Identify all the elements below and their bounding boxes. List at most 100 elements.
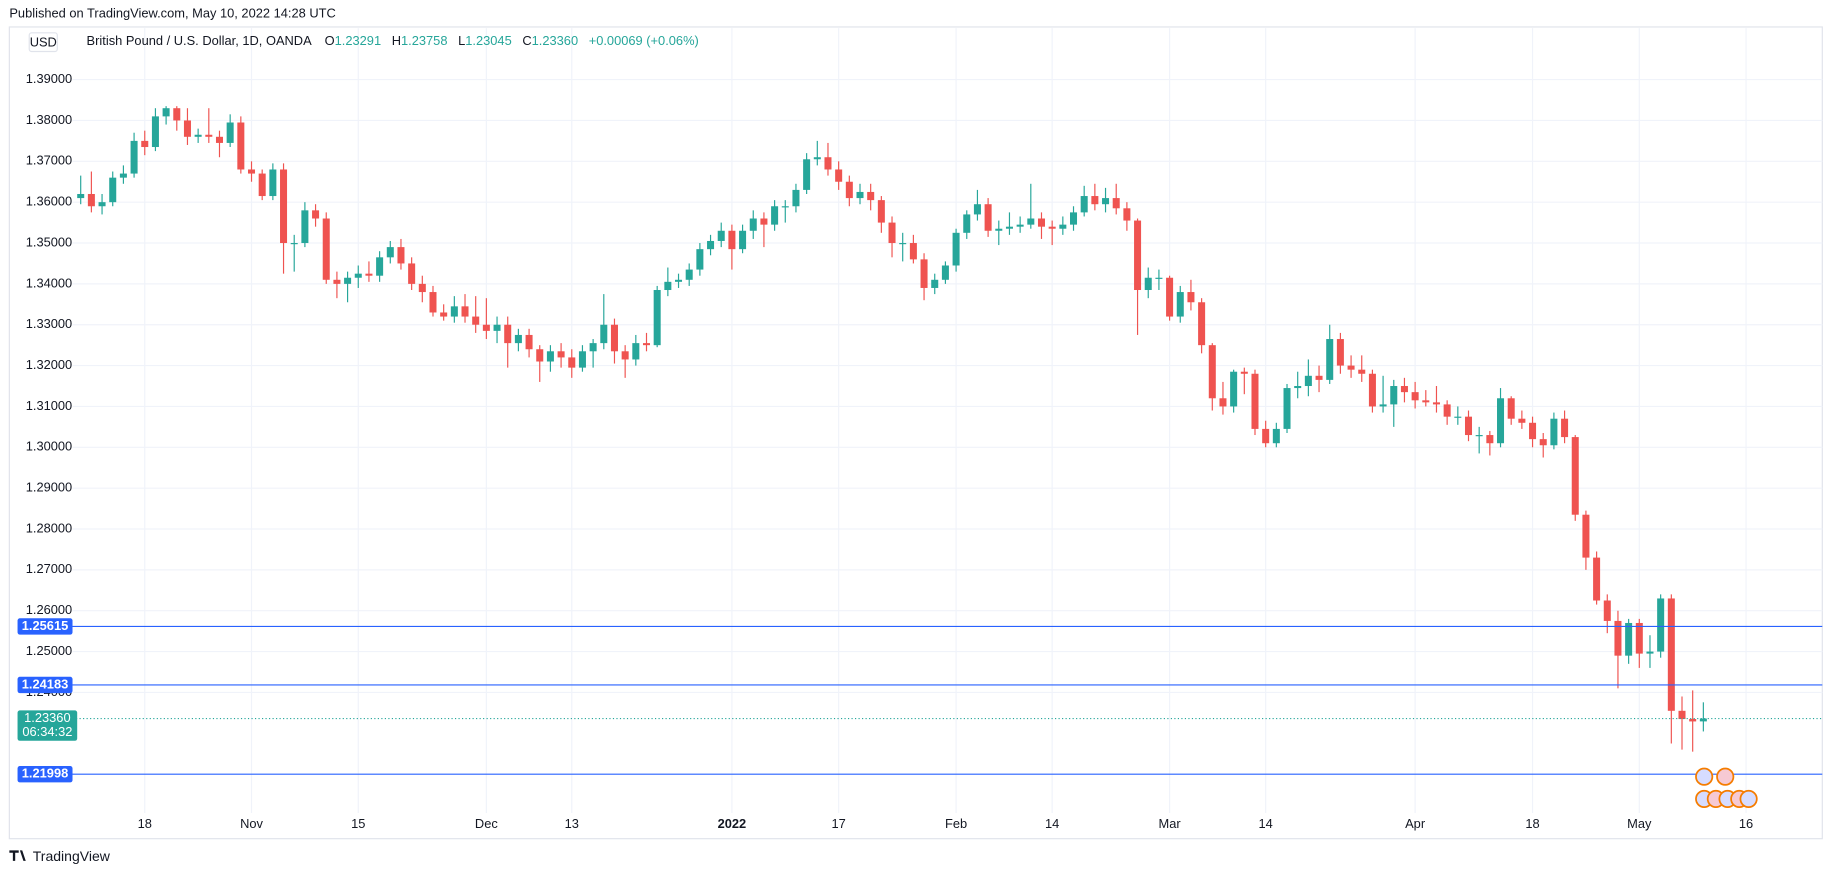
x-tick-label: Dec bbox=[475, 816, 498, 831]
candle-body bbox=[1347, 365, 1355, 370]
level-label: 1.24183 bbox=[22, 676, 68, 691]
last-price-box bbox=[17, 710, 78, 741]
candle-body bbox=[493, 324, 501, 331]
candle-body bbox=[1208, 345, 1216, 399]
candle-body bbox=[653, 290, 661, 346]
candle-body bbox=[1400, 386, 1408, 393]
flag-icon[interactable] bbox=[1716, 767, 1735, 786]
y-tick-label: 1.25000 bbox=[26, 643, 72, 658]
y-tick-label: 1.35000 bbox=[26, 234, 72, 249]
candle-body bbox=[888, 222, 896, 244]
candle-body bbox=[1027, 218, 1035, 225]
candle-body bbox=[728, 230, 736, 250]
candle-body bbox=[813, 157, 821, 160]
candle-body bbox=[1176, 292, 1184, 317]
legend-low: 1.23045 bbox=[465, 34, 511, 49]
candle-body bbox=[280, 169, 288, 244]
candle-body bbox=[909, 243, 917, 260]
candle-body bbox=[119, 173, 127, 178]
legend-key: H bbox=[392, 34, 401, 49]
candle-body bbox=[194, 134, 202, 137]
candle-body bbox=[1187, 292, 1195, 303]
candle-body bbox=[899, 243, 907, 245]
candle-body bbox=[685, 269, 693, 280]
candle-body bbox=[781, 206, 789, 208]
candle-body bbox=[183, 120, 191, 137]
y-tick-label: 1.38000 bbox=[26, 112, 72, 127]
candle-body bbox=[1689, 718, 1697, 722]
y-tick-label: 1.37000 bbox=[26, 153, 72, 168]
candle-body bbox=[1529, 422, 1537, 440]
candle-body bbox=[429, 292, 437, 313]
legend-open: 1.23291 bbox=[335, 34, 381, 49]
candle-body bbox=[525, 334, 533, 350]
candle-body bbox=[269, 169, 277, 197]
y-tick-label: 1.36000 bbox=[26, 194, 72, 209]
candle-body bbox=[642, 343, 651, 346]
candle-body bbox=[130, 140, 138, 174]
level-label-box bbox=[17, 676, 73, 694]
y-tick-label: 1.29000 bbox=[26, 480, 72, 495]
legend-key: C bbox=[522, 34, 531, 49]
candle-body bbox=[675, 279, 683, 282]
candle-body bbox=[931, 279, 939, 288]
currency-box[interactable] bbox=[28, 32, 58, 53]
candle-body bbox=[1048, 226, 1056, 229]
candle-body bbox=[1497, 398, 1505, 444]
y-tick-label: 1.39000 bbox=[26, 71, 72, 86]
candle-body bbox=[760, 218, 768, 225]
candle-body bbox=[98, 202, 106, 207]
candle-body bbox=[632, 343, 640, 360]
candle-body bbox=[440, 312, 448, 317]
candle-body bbox=[1667, 598, 1675, 711]
candle-body bbox=[1454, 416, 1462, 418]
candle-body bbox=[482, 324, 490, 331]
candle-body bbox=[1539, 439, 1547, 446]
candle-body bbox=[717, 230, 725, 241]
event-flags[interactable] bbox=[1695, 767, 1758, 808]
candle-body bbox=[1464, 416, 1473, 436]
x-tick-label: 17 bbox=[831, 816, 845, 831]
y-tick-label: 1.31000 bbox=[26, 398, 72, 413]
candle-body bbox=[290, 243, 298, 245]
candle-body bbox=[845, 181, 853, 199]
x-tick-label: Nov bbox=[240, 816, 263, 831]
flag-icon[interactable] bbox=[1695, 767, 1714, 786]
candle-body bbox=[173, 108, 181, 121]
candle-body bbox=[803, 159, 811, 190]
level-label: 1.21998 bbox=[22, 766, 68, 781]
candle-body bbox=[963, 214, 971, 233]
candle-body bbox=[610, 324, 618, 352]
candle-body bbox=[1262, 428, 1270, 444]
x-tick-label: 14 bbox=[1259, 816, 1273, 831]
candle-body bbox=[1603, 600, 1611, 621]
candle-body bbox=[536, 349, 544, 362]
candle-body bbox=[1134, 220, 1142, 291]
candle-body bbox=[322, 218, 330, 280]
flag-icon[interactable] bbox=[1739, 789, 1758, 808]
logo bbox=[9, 850, 26, 861]
currency[interactable]: USD bbox=[30, 35, 57, 50]
y-tick-label: 1.27000 bbox=[26, 561, 72, 576]
candle-body bbox=[1443, 404, 1451, 417]
candle-body bbox=[461, 306, 469, 317]
candle-body bbox=[1582, 514, 1590, 558]
candle-body bbox=[578, 351, 586, 368]
candle-body bbox=[1699, 718, 1707, 722]
candle-body bbox=[376, 257, 384, 276]
x-tick-label: Apr bbox=[1405, 816, 1426, 831]
candle-body bbox=[1144, 277, 1152, 291]
candle-body bbox=[1005, 226, 1013, 229]
candle-body bbox=[589, 343, 597, 352]
candle-body bbox=[1422, 400, 1430, 403]
candle-body bbox=[1304, 375, 1312, 387]
candle-body bbox=[1593, 557, 1601, 601]
candle-body bbox=[141, 140, 149, 148]
candle-body bbox=[450, 306, 458, 317]
candle-body bbox=[226, 122, 234, 143]
candle-body bbox=[867, 191, 875, 201]
legend: British Pound / U.S. Dollar, 1D, OANDA O… bbox=[87, 34, 699, 49]
candle-body bbox=[237, 122, 245, 170]
